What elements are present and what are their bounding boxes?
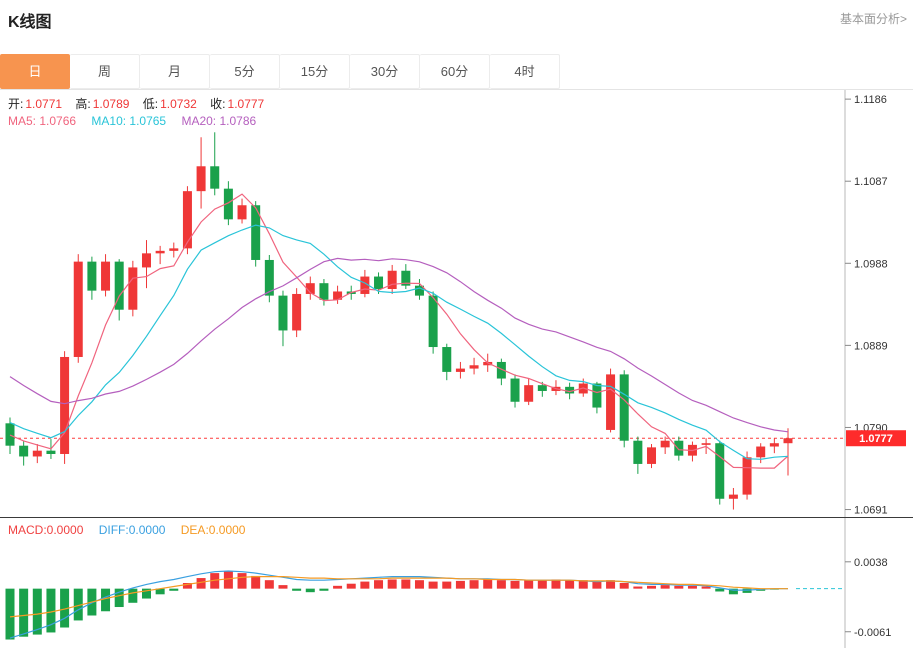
diff-line	[9, 570, 788, 639]
macd-axis: 0.0038 -0.0061	[844, 518, 891, 648]
tab-4hour[interactable]: 4时	[490, 54, 560, 89]
header: K线图 基本面分析>	[0, 0, 913, 54]
tab-5min[interactable]: 5分	[210, 54, 280, 89]
macd-svg[interactable]: 0.0038 -0.0061	[0, 518, 913, 648]
macd-lines-group	[9, 570, 788, 639]
svg-text:1.0889: 1.0889	[854, 340, 888, 352]
dea-line	[9, 575, 788, 618]
ma10-line	[9, 224, 789, 460]
price-chart-panel: 1.1186 1.1087 1.0988 1.0889 1.0790 1.0691 1.07…	[0, 90, 913, 518]
timeframe-tabbar: 日周月 5分 15分 30分 60分 4时	[0, 54, 913, 90]
tab-30min[interactable]: 30分	[350, 54, 420, 89]
candles-group	[5, 132, 793, 510]
svg-text:-0.0061: -0.0061	[854, 627, 891, 639]
current-price-badge: 1.0777	[846, 430, 906, 447]
svg-text:1.1186: 1.1186	[854, 94, 887, 106]
tab-week[interactable]: 周	[70, 54, 140, 89]
fundamental-analysis-link[interactable]: 基本面分析>	[839, 12, 907, 26]
tab-day[interactable]: 日	[0, 54, 70, 89]
svg-text:1.0777: 1.0777	[859, 433, 893, 445]
tab-15min[interactable]: 15分	[280, 54, 350, 89]
macd-chart-panel: 0.0038 -0.0061 MACD:0.0000 DIFF:0.0000 DE…	[0, 518, 913, 648]
svg-text:1.1087: 1.1087	[854, 176, 888, 188]
svg-text:0.0038: 0.0038	[854, 557, 888, 569]
ma20-line	[9, 257, 789, 433]
ma5-line	[9, 193, 789, 469]
svg-text:1.0988: 1.0988	[854, 258, 888, 270]
page-title: K线图	[8, 14, 52, 31]
tab-month[interactable]: 月	[140, 54, 210, 89]
svg-text:1.0691: 1.0691	[854, 505, 888, 517]
candlestick-svg[interactable]: 1.11861.10871.09881.08891.07901.06911.07…	[0, 90, 913, 517]
macd-hist-group	[5, 570, 779, 640]
tab-60min[interactable]: 60分	[420, 54, 490, 89]
ma-lines-group	[9, 193, 789, 469]
